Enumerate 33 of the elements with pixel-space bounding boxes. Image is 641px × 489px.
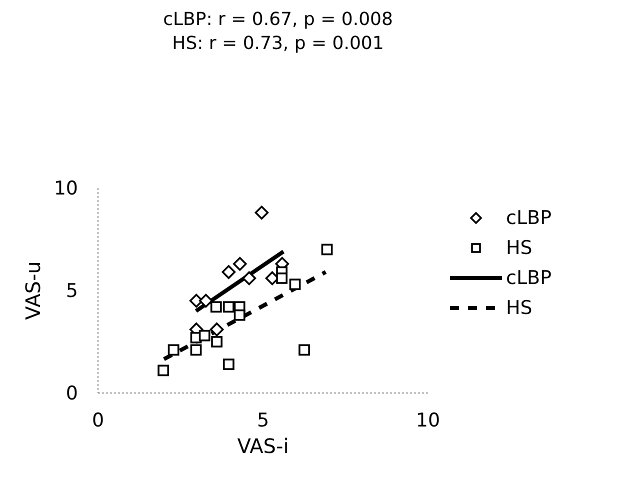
point — [298, 344, 310, 356]
point — [189, 294, 204, 308]
point — [168, 344, 180, 356]
y-tick-label: 10 — [54, 178, 78, 200]
legend-label: HS — [506, 237, 532, 259]
point — [233, 256, 247, 271]
point — [234, 309, 246, 321]
point — [211, 336, 222, 348]
point — [222, 265, 236, 279]
x-tick-label: 5 — [256, 409, 270, 432]
point — [210, 322, 224, 336]
point — [198, 330, 210, 342]
point — [190, 344, 202, 356]
y-axis-title: VAS-u — [21, 261, 46, 320]
legend-label: cLBP — [506, 267, 552, 289]
point — [321, 244, 333, 256]
chart-title: cLBP: r = 0.67, p = 0.008 HS: r = 0.73, p = 0.001 — [162, 8, 394, 56]
y-tick-label: 5 — [66, 280, 78, 302]
y-tick-label: 0 — [66, 382, 78, 405]
legend-label: cLBP — [506, 207, 552, 229]
legend-label: HS — [506, 297, 532, 319]
point — [199, 294, 213, 308]
x-tick-label: 0 — [92, 409, 104, 432]
point — [242, 271, 256, 286]
point — [158, 364, 170, 376]
point — [210, 301, 222, 313]
x-tick-label: 10 — [416, 409, 440, 432]
x-axis-title: VAS-i — [237, 434, 289, 458]
point — [222, 301, 234, 313]
point — [254, 206, 269, 220]
point — [222, 358, 234, 370]
point — [289, 278, 301, 290]
point — [276, 272, 288, 284]
